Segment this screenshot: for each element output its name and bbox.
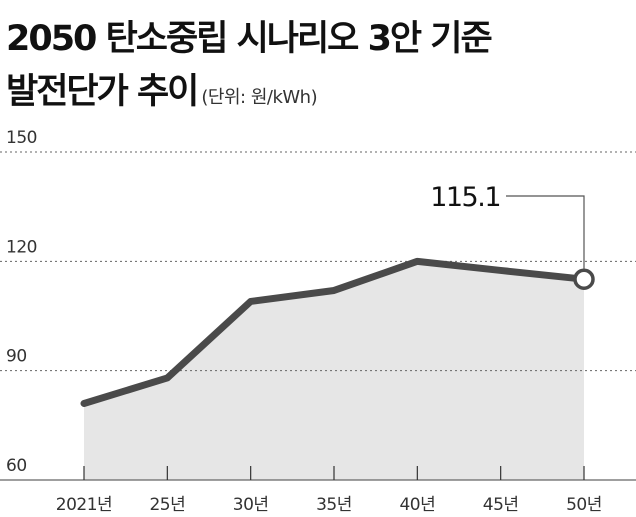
- callout-label: 115.1: [430, 182, 500, 213]
- chart-title-text: 발전단가 추이: [6, 72, 199, 112]
- series-line: [80, 257, 588, 407]
- y-tick-label: 60: [6, 456, 27, 476]
- series-area: [84, 261, 584, 480]
- x-tick-label: 45년: [483, 495, 519, 515]
- data-point: [83, 402, 85, 404]
- callout-leader: [506, 195, 585, 270]
- x-tick-label: 25년: [149, 495, 185, 515]
- data-point: [166, 377, 168, 379]
- y-tick-label: 150: [6, 128, 37, 148]
- y-tick-label: 90: [6, 347, 27, 367]
- unit-note: (단위: 원/kWh): [201, 87, 318, 108]
- x-tick-label: 40년: [399, 495, 435, 515]
- x-tick-label: 30년: [233, 495, 269, 515]
- data-point: [250, 300, 252, 302]
- x-tick-label: 2021년: [56, 495, 112, 515]
- x-tick-label: 35년: [316, 495, 352, 515]
- chart-title-line1: 2050 탄소중립 시나리오 3안 기준: [6, 19, 493, 59]
- highlight-point: [573, 268, 595, 290]
- data-point: [333, 289, 335, 291]
- x-tick-label: 50년: [566, 495, 602, 515]
- data-point: [500, 269, 502, 271]
- data-point: [416, 260, 418, 262]
- chart-title-line2: 발전단가 추이 (단위: 원/kWh): [6, 72, 318, 112]
- y-tick-label: 120: [6, 237, 37, 257]
